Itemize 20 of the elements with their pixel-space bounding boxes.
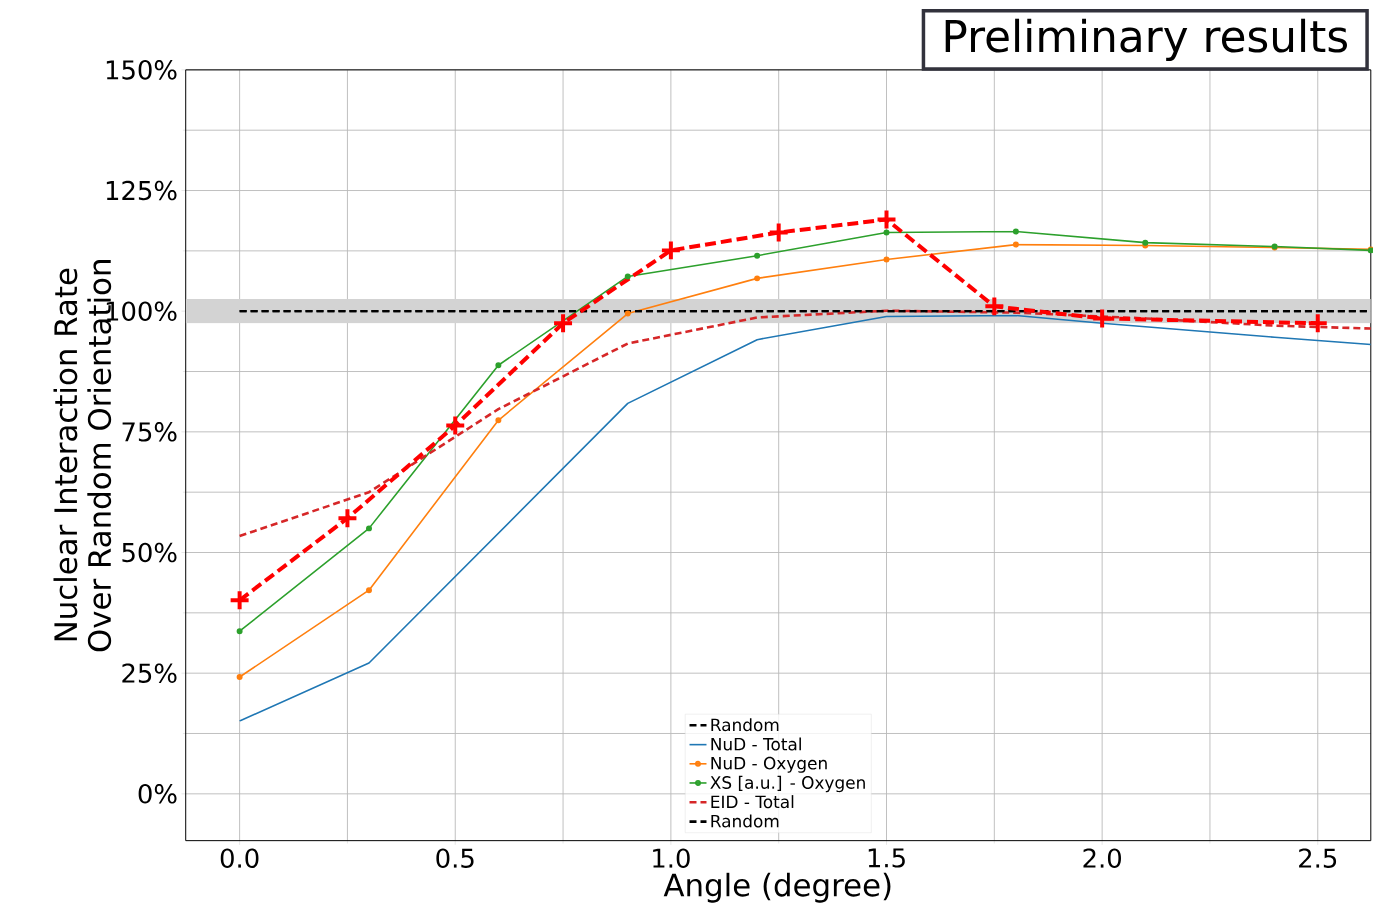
y-tick-label: 125% <box>106 180 177 201</box>
x-tick-label: 2.5 <box>1299 848 1337 869</box>
y-tick-label: 50% <box>122 542 177 563</box>
legend-label: EID - Total <box>711 795 794 809</box>
legend-label: NuD - Oxygen <box>711 757 827 774</box>
x-tick-label: 1.5 <box>868 848 905 868</box>
text: Preliminary results <box>945 18 1347 62</box>
y-tick-label: 0% <box>138 784 177 804</box>
legend-label: Random <box>711 718 779 732</box>
legend-label: NuD - Total <box>711 737 801 751</box>
x-tick-label: 0.5 <box>436 848 474 869</box>
y-tick-label: 150% <box>106 60 177 80</box>
y-tick-label: 75% <box>122 422 177 442</box>
legend-label: XS [a.u.] - Oxygen <box>710 776 865 793</box>
x-tick-label: 1.0 <box>653 848 690 869</box>
y-tick-label: 25% <box>122 663 177 684</box>
x-tick-label: 2.0 <box>1083 848 1121 869</box>
x-tick-label: 0.0 <box>220 848 259 869</box>
legend-label: Random <box>711 814 779 828</box>
x-axis-title: Angle (degree) <box>663 873 891 903</box>
